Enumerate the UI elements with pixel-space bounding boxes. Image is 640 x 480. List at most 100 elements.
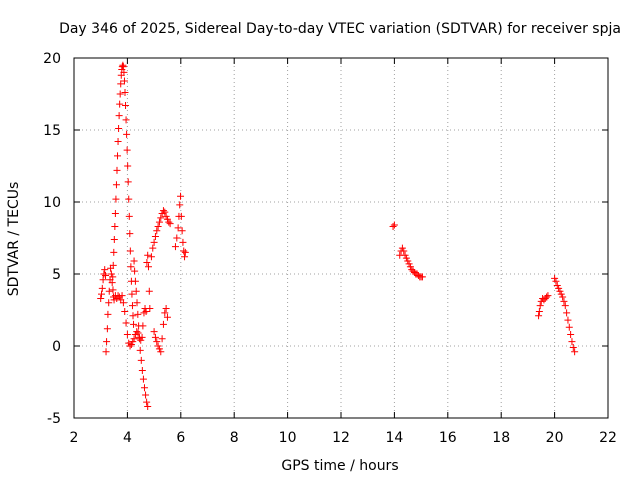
data-point (110, 248, 118, 256)
data-point (543, 293, 551, 301)
series-points (97, 61, 579, 410)
data-point (123, 330, 131, 338)
data-point (544, 292, 552, 300)
data-point (143, 258, 151, 266)
data-point (551, 274, 559, 282)
data-point (132, 287, 140, 295)
data-point (122, 102, 130, 110)
data-point (128, 290, 136, 298)
data-point (119, 299, 127, 307)
data-point (389, 222, 397, 230)
data-point (147, 253, 155, 261)
data-point (113, 166, 121, 174)
data-point (117, 80, 125, 88)
data-point (552, 277, 560, 285)
data-point (150, 238, 158, 246)
data-point (119, 63, 127, 71)
data-point (155, 218, 163, 226)
y-tick-label: 10 (43, 195, 61, 211)
data-point (127, 341, 135, 349)
data-point (110, 235, 118, 243)
data-point (122, 116, 130, 124)
x-tick-label: 14 (385, 430, 403, 446)
data-point (535, 307, 543, 315)
data-point (154, 222, 162, 230)
data-point (112, 181, 120, 189)
x-axis-label: GPS time / hours (281, 458, 398, 474)
y-tick-label: 0 (52, 339, 61, 355)
data-point (98, 290, 106, 298)
data-point (123, 146, 131, 154)
data-point (138, 333, 146, 341)
x-tick-label: 8 (230, 430, 239, 446)
data-point (553, 282, 561, 290)
data-point (131, 267, 139, 275)
data-point (163, 215, 171, 223)
data-point (565, 323, 573, 331)
data-point (157, 348, 165, 356)
data-point (129, 338, 137, 346)
data-point (145, 287, 153, 295)
data-point (569, 343, 577, 351)
data-point (177, 212, 185, 220)
data-point (126, 342, 134, 350)
data-point (142, 307, 150, 315)
x-tick-label: 22 (599, 430, 617, 446)
data-point (133, 299, 141, 307)
data-point (125, 212, 133, 220)
data-point (161, 309, 169, 317)
data-point (151, 333, 159, 341)
y-tick-label: 5 (52, 267, 61, 283)
data-point (114, 138, 122, 146)
data-point (398, 244, 406, 252)
data-point (559, 293, 567, 301)
data-point (134, 329, 142, 337)
data-point (123, 130, 131, 138)
grid-layer (74, 58, 608, 418)
data-point (560, 297, 568, 305)
data-point (142, 391, 150, 399)
data-point (536, 302, 544, 310)
data-point (568, 338, 576, 346)
data-point (150, 328, 158, 336)
data-point (105, 299, 113, 307)
data-point (108, 279, 116, 287)
x-tick-label: 12 (332, 430, 350, 446)
data-point (153, 227, 161, 235)
data-point (101, 266, 109, 274)
data-point (126, 230, 134, 238)
data-point (180, 247, 188, 255)
data-point (124, 162, 132, 170)
data-point (155, 345, 163, 353)
data-point (131, 277, 139, 285)
data-point (133, 328, 141, 336)
data-point (161, 208, 169, 216)
data-point (134, 310, 142, 318)
x-tick-label: 6 (176, 430, 185, 446)
data-point (102, 348, 110, 356)
data-point (571, 348, 579, 356)
data-point (129, 312, 137, 320)
chart-title: Day 346 of 2025, Sidereal Day-to-day VTE… (59, 21, 621, 37)
data-point (405, 260, 413, 268)
data-point (137, 356, 145, 364)
x-tick-label: 10 (279, 430, 297, 446)
data-point (115, 125, 123, 133)
x-tick-label: 18 (492, 430, 510, 446)
data-point (144, 402, 152, 410)
data-point (109, 286, 117, 294)
data-point (102, 271, 110, 279)
y-tick-label: 20 (43, 51, 61, 67)
data-point (157, 214, 165, 222)
data-point (159, 320, 167, 328)
data-point (163, 313, 171, 321)
data-point (144, 263, 152, 271)
data-point (107, 270, 115, 278)
data-point (128, 302, 136, 310)
data-point (112, 195, 120, 203)
data-point (109, 261, 117, 269)
data-point (165, 218, 173, 226)
data-point (567, 330, 575, 338)
data-point (406, 263, 414, 271)
